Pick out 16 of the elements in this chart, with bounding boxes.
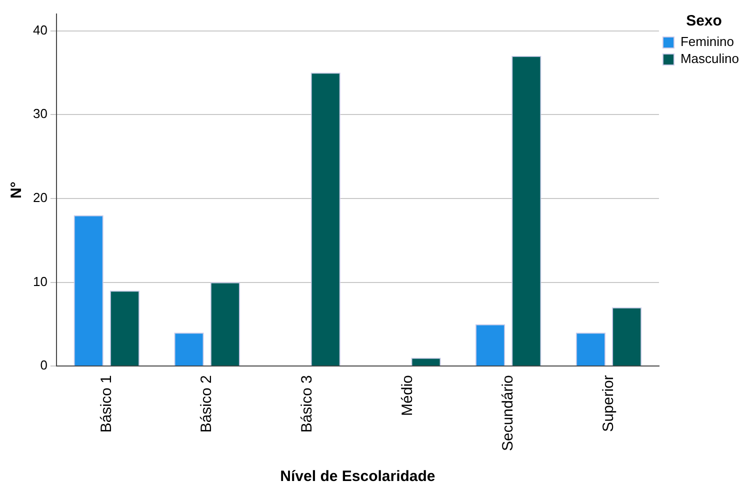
x-tick-label: Secundário — [499, 375, 516, 452]
y-tick-label: 30 — [32, 106, 48, 122]
y-tick-label: 0 — [40, 358, 48, 373]
y-tick-label: 10 — [32, 274, 48, 289]
x-axis-title: Nível de Escolaridade — [280, 468, 436, 486]
x-tick-label: Básico 1 — [98, 375, 115, 433]
x-tick-label: Básico 3 — [298, 375, 316, 433]
legend-label: Masculino — [680, 51, 740, 66]
x-tick-label: Médio — [399, 375, 416, 416]
x-tick-label: Superior — [600, 375, 617, 432]
y-tick-label: 20 — [32, 190, 48, 206]
legend-title: Sexo — [686, 12, 722, 30]
y-tick-label: 40 — [32, 22, 48, 38]
x-tick-label: Básico 2 — [198, 375, 216, 433]
legend-label: Feminino — [680, 34, 734, 50]
y-axis-title: N° — [8, 182, 26, 198]
